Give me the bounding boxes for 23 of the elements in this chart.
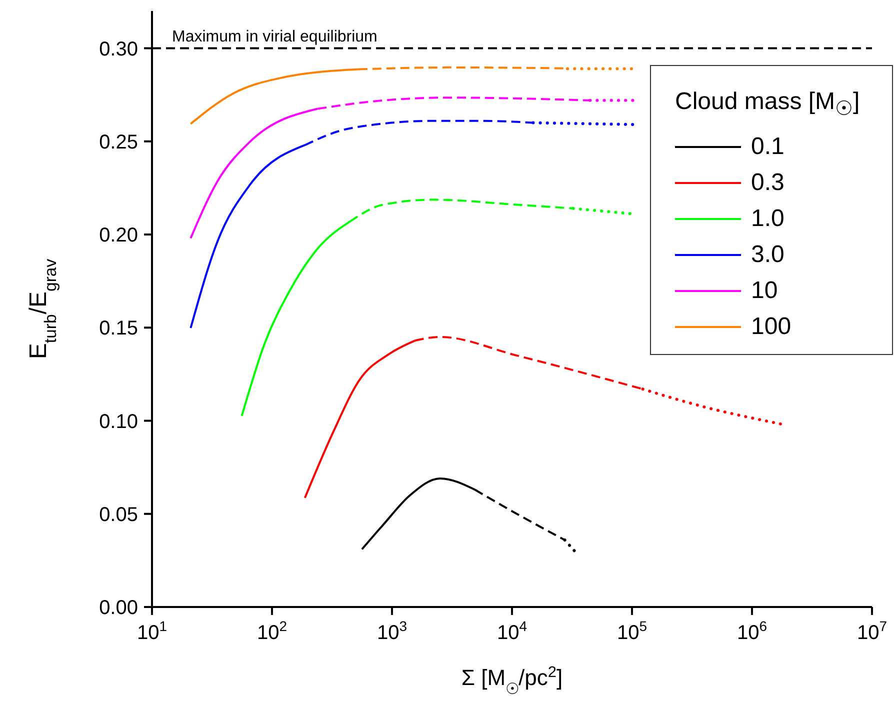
x-tick-label: 10$^{3}$ (376, 618, 408, 644)
x-tick-label: 10$^{4}$ (496, 618, 528, 644)
ref-line-label: Maximum in virial equilibrium (172, 28, 378, 46)
y-tick-label: 0.05 (99, 504, 138, 526)
x-axis-title: Σ [M$_{☉}$/pc$^{2}$] (461, 664, 563, 698)
legend-label: 100 (751, 312, 792, 341)
x-tick-label: 10$^{6}$ (736, 618, 768, 644)
legend-label: 0.3 (751, 168, 784, 197)
y-tick-label: 0.10 (99, 410, 138, 433)
y-tick-label: 0.15 (99, 318, 138, 340)
y-tick-label: 0.30 (99, 38, 138, 60)
x-tick-label: 10$^{7}$ (856, 618, 888, 644)
y-tick-label: 0.00 (99, 597, 138, 619)
x-tick-label: 10$^{2}$ (256, 618, 288, 644)
legend-label: 3.0 (751, 240, 784, 269)
x-tick-label: 10$^{1}$ (136, 618, 168, 644)
y-tick-label: 0.20 (99, 224, 138, 246)
legend-label: 10 (751, 276, 778, 305)
legend-label: 1.0 (751, 204, 784, 233)
legend-label: 0.1 (751, 132, 784, 161)
x-tick-label: 10$^{5}$ (616, 618, 648, 644)
legend-title: Cloud mass [M$_{☉}$] (675, 88, 860, 120)
y-tick-label: 0.25 (99, 131, 138, 154)
